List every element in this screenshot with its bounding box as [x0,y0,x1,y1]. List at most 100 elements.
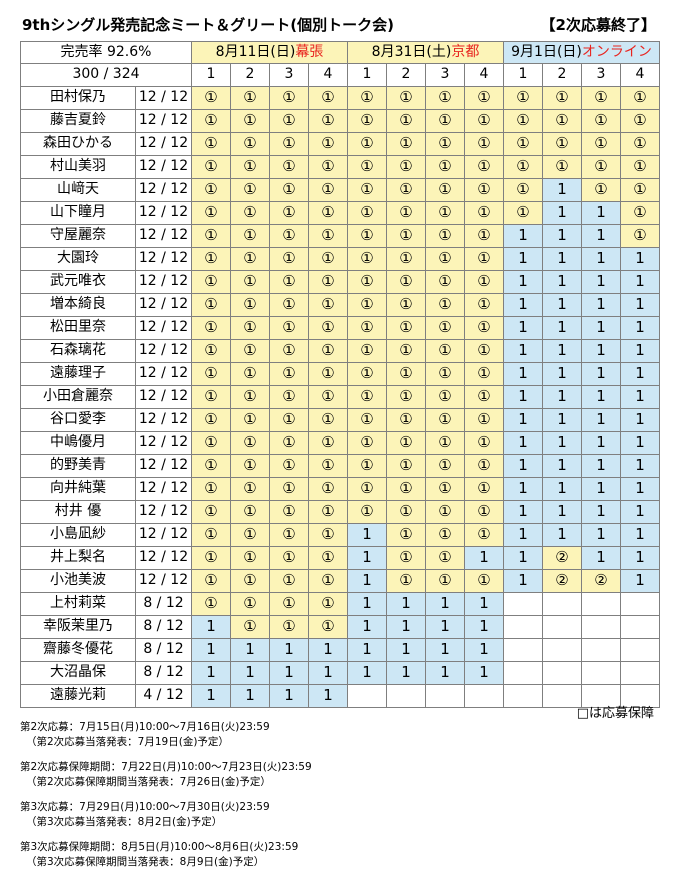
slot-cell: 1 [620,315,660,340]
slot-cell: ① [386,85,426,110]
slot-cell: ① [425,430,465,455]
event-place: オンライン [581,44,652,61]
slot-mark: 1 [518,248,528,267]
member-count: 12 / 12 [135,361,192,386]
slot-cell: ① [269,545,309,570]
slot-mark: ① [204,409,218,428]
slot-cell: ① [308,108,348,133]
slot-mark: 1 [557,455,567,474]
table-row: 小池美波 12 / 12 ① ① ① ① 1 ① ① ① 1 ② ② 1 [20,568,660,593]
part-number: 1 [347,63,387,87]
slot-cell: 1 [503,453,543,478]
slot-cell: ① [308,223,348,248]
slot-cell: ① [308,269,348,294]
table-row: 大園玲 12 / 12 ① ① ① ① ① ① ① ① 1 1 1 1 [20,246,660,271]
slot-cell: ① [269,200,309,225]
slot-mark: 1 [401,639,411,658]
slot-cell: 1 [581,522,621,547]
member-count: 12 / 12 [135,384,192,409]
member-count: 4 / 12 [135,683,192,708]
slot-cell: 1 [191,614,231,639]
slot-cell: ① [269,384,309,409]
slot-cell: ① [464,200,504,225]
slot-cell: 1 [347,522,387,547]
slot-cell [581,660,621,685]
slot-mark: 1 [518,340,528,359]
slot-cell [503,637,543,662]
slot-mark: 1 [557,524,567,543]
slot-mark: ② [555,570,569,589]
slot-mark: ① [633,133,647,152]
slot-cell: ① [347,154,387,179]
slot-mark: ① [360,386,374,405]
slot-mark: ① [399,409,413,428]
slot-cell: ① [269,591,309,616]
slot-mark: 1 [635,340,645,359]
slot-cell: 1 [542,407,582,432]
slot-cell: 1 [542,430,582,455]
member-count: 12 / 12 [135,246,192,271]
slot-cell: ① [503,85,543,110]
slot-mark: ① [321,432,335,451]
slot-mark: ① [204,524,218,543]
slot-cell: ① [191,246,231,271]
note-group: 第3次応募保障期間：8月5日(月)10:00〜8月6日(火)23:59 （第3次応… [20,840,312,870]
slot-cell: 1 [542,315,582,340]
slot-mark: 1 [323,639,333,658]
slot-mark: ① [633,156,647,175]
slot-cell: 1 [581,453,621,478]
slot-cell: ① [620,85,660,110]
slot-mark: ① [360,363,374,382]
slot-cell [542,591,582,616]
slot-cell: ① [425,223,465,248]
slot-mark: ① [360,455,374,474]
slot-mark: 1 [401,616,411,635]
slot-mark: 1 [596,248,606,267]
slot-cell: 1 [308,683,348,708]
table-row: 小島凪紗 12 / 12 ① ① ① ① 1 ① ① ① 1 1 1 1 [20,522,660,547]
slot-mark: 1 [284,662,294,681]
slot-cell: ① [620,223,660,248]
slot-cell: 1 [542,177,582,202]
slot-cell: ① [269,614,309,639]
slot-cell: ① [542,85,582,110]
slot-cell: ① [347,108,387,133]
slot-mark: ① [204,478,218,497]
slot-mark: ① [243,133,257,152]
slot-cell: ① [425,154,465,179]
slot-mark: 1 [518,524,528,543]
slot-mark: ① [477,524,491,543]
note-sub: （第3次応募保障期間当落発表：8月9日(金)予定） [26,856,265,868]
slot-cell: ① [425,476,465,501]
slot-mark: ① [282,202,296,221]
slot-mark: ① [243,340,257,359]
slot-cell: 1 [581,200,621,225]
slot-mark: ① [438,524,452,543]
slot-cell: ① [464,407,504,432]
slot-cell: ① [464,131,504,156]
member-count: 12 / 12 [135,223,192,248]
table-row: 遠藤光莉 4 / 12 1 1 1 1 [20,683,660,708]
slot-mark: 1 [362,639,372,658]
slot-cell: ① [230,108,270,133]
slot-mark: ① [633,110,647,129]
slot-mark: 1 [557,409,567,428]
slot-mark: ① [321,547,335,566]
slot-cell: ① [386,499,426,524]
slot-mark: ① [360,432,374,451]
slot-mark: ① [360,225,374,244]
note-group: 第3次応募：7月29日(月)10:00〜7月30日(火)23:59 （第3次応募当… [20,800,312,830]
slot-cell: ① [269,430,309,455]
slot-mark: 1 [362,570,372,589]
slot-mark: ① [360,87,374,106]
slot-cell: ① [308,522,348,547]
slot-cell: ① [386,177,426,202]
slot-mark: ① [438,501,452,520]
slot-cell: ① [386,108,426,133]
slot-cell: 1 [620,499,660,524]
slot-cell: ① [425,269,465,294]
slot-mark: 1 [557,501,567,520]
member-count: 12 / 12 [135,430,192,455]
slot-mark: 1 [557,317,567,336]
